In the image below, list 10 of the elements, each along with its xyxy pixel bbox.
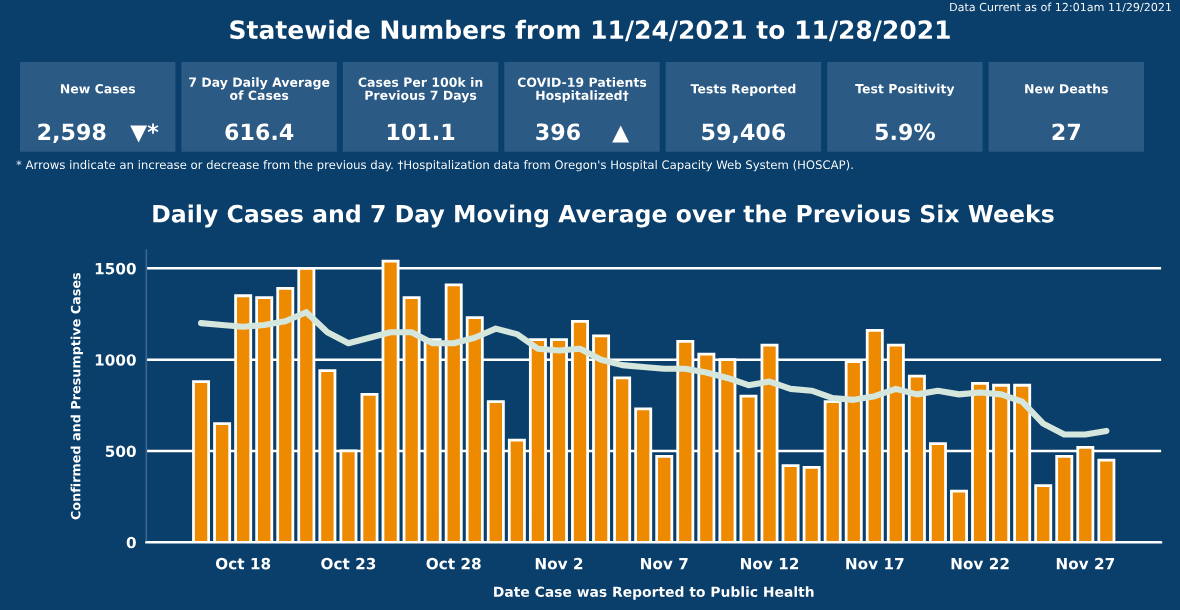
line-series: [198, 309, 1110, 438]
text: 5.9%: [875, 123, 935, 141]
text: 2,598 ▼*: [38, 123, 159, 144]
text: 616.4: [225, 123, 294, 141]
text: 396 ▲: [536, 123, 630, 143]
text: 101.1: [387, 123, 455, 141]
text: Statewide Numbers from 11/24/2021 to 11/28/2021: [230, 19, 950, 42]
chart-title: Daily Cases and 7 Day Moving Average over the Previous Six Weeks: [153, 204, 1054, 228]
text: 59,406: [702, 123, 786, 144]
text: 27: [1052, 123, 1080, 140]
